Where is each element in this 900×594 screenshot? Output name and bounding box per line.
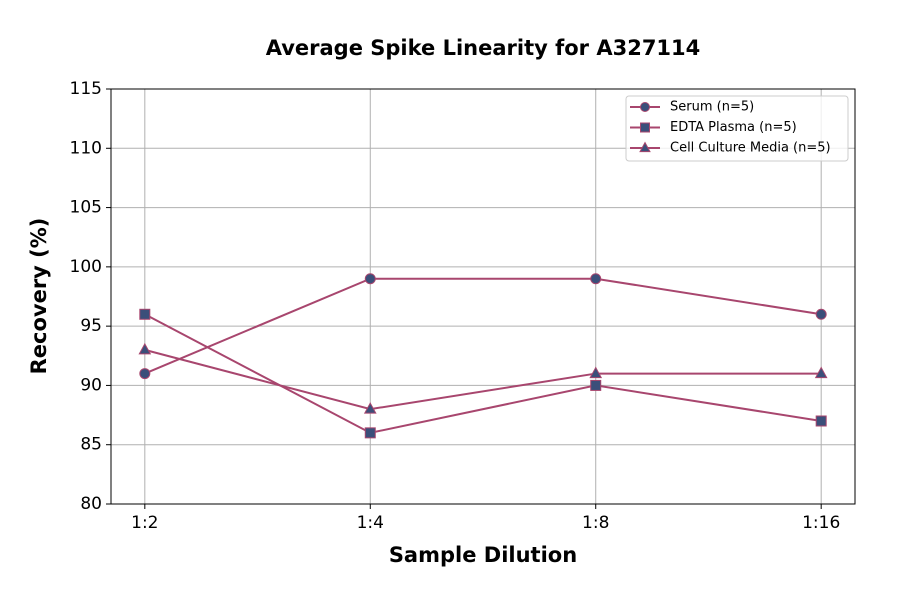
- marker: [138, 342, 152, 355]
- marker: [640, 122, 650, 133]
- legend-box: [625, 95, 849, 162]
- legend-label: EDTA Plasma (n=5): [670, 120, 797, 135]
- marker: [815, 308, 827, 320]
- marker: [589, 366, 603, 379]
- x-tick-label: 1:16: [802, 513, 840, 533]
- chart-title: Average Spike Linearity for A327114: [266, 36, 701, 60]
- y-tick-label: 90: [80, 375, 102, 395]
- legend: Serum (n=5) EDTA Plasma (n=5) Cell Culture…: [625, 95, 849, 162]
- series: [139, 308, 827, 439]
- marker: [590, 273, 602, 285]
- y-tick-label: 85: [80, 435, 102, 455]
- plot-frame: [110, 88, 856, 505]
- legend-label: Serum (n=5): [670, 100, 754, 115]
- y-tick-label: 95: [80, 316, 102, 336]
- marker: [139, 368, 151, 380]
- marker: [364, 273, 376, 285]
- marker: [364, 427, 376, 439]
- marker: [363, 402, 377, 414]
- y-tick-label: 100: [70, 257, 102, 277]
- series-line: [144, 313, 822, 434]
- marker: [139, 308, 151, 320]
- marker: [640, 102, 650, 112]
- marker: [639, 141, 651, 153]
- y-tick-label: 110: [70, 138, 102, 158]
- marker: [590, 379, 602, 391]
- x-axis-label: Sample Dilution: [389, 543, 577, 567]
- marker: [815, 415, 827, 427]
- x-tick-label: 1:2: [131, 513, 158, 533]
- series-line: [144, 348, 822, 411]
- x-tick-label: 1:8: [582, 513, 609, 533]
- y-tick-label: 80: [80, 494, 102, 514]
- y-tick-label: 115: [70, 79, 102, 99]
- series: [138, 342, 828, 414]
- x-tick-label: 1:4: [357, 513, 384, 533]
- y-axis-label: Recovery (%): [27, 218, 51, 375]
- series-line: [144, 277, 822, 375]
- legend-label: Cell Culture Media (n=5): [670, 141, 831, 156]
- marker: [814, 366, 828, 379]
- y-tick-label: 105: [70, 198, 102, 218]
- series: [139, 273, 827, 380]
